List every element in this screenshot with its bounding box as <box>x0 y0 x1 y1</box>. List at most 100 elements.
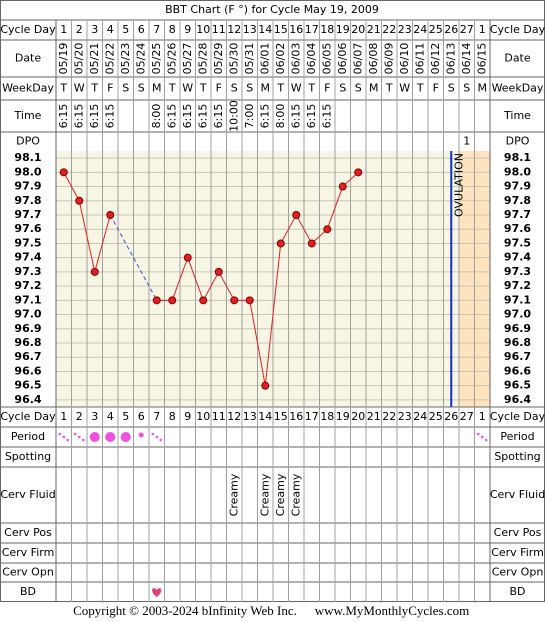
site: www.MyMonthlyCycles.com <box>315 603 469 618</box>
weekday: W <box>399 82 410 95</box>
y-tick-label: 97.6 <box>14 222 41 235</box>
weekday: F <box>216 82 222 95</box>
date: 06/07 <box>351 43 364 75</box>
y-tick-label: 96.8 <box>504 336 531 349</box>
date: 05/24 <box>134 43 147 75</box>
time: 6:15 <box>165 104 178 129</box>
cycle-day: 5 <box>122 410 129 423</box>
period-heavy <box>89 432 100 442</box>
date: 06/08 <box>367 43 380 75</box>
weekday: W <box>74 82 85 95</box>
temp-point <box>245 296 254 305</box>
row-label: WeekDay <box>492 82 544 95</box>
y-tick-label: 96.9 <box>504 322 531 335</box>
date: 06/10 <box>398 43 411 75</box>
cycle-day: 14 <box>258 23 272 36</box>
cycle-day: 24 <box>413 410 427 423</box>
cycle-day: 10 <box>196 410 210 423</box>
temp-point <box>230 296 239 305</box>
cycle-day: 25 <box>429 23 443 36</box>
date: 05/22 <box>103 43 116 75</box>
date: 06/14 <box>460 43 473 75</box>
time: 6:15 <box>57 104 70 129</box>
y-tick-label: 96.6 <box>14 364 41 377</box>
time: 7:00 <box>243 104 256 129</box>
cycle-day: 22 <box>382 410 396 423</box>
cycle-day: 2 <box>76 410 83 423</box>
temp-point <box>106 211 115 219</box>
period-light <box>159 438 163 442</box>
weekday: M <box>261 82 271 95</box>
date: 06/05 <box>320 43 333 75</box>
period-light <box>476 432 480 436</box>
cycle-day: 18 <box>320 410 334 423</box>
row-label: Cerv Fluid <box>0 488 55 501</box>
date: 05/26 <box>165 43 178 75</box>
period-light <box>62 435 66 439</box>
cycle-day: 19 <box>336 410 350 423</box>
date: 06/02 <box>274 43 287 75</box>
row-label: DPO <box>506 135 530 148</box>
y-tick-label: 97.9 <box>504 180 531 193</box>
cycle-day: 26 <box>444 410 458 423</box>
y-tick-label: 98.1 <box>14 151 41 164</box>
temp-point <box>152 296 161 305</box>
time: 6:15 <box>289 104 302 129</box>
date: 06/03 <box>289 43 302 75</box>
date: 06/11 <box>413 43 426 75</box>
row-label: Date <box>15 52 42 65</box>
date: 05/21 <box>88 43 101 75</box>
row-label: Time <box>503 109 531 122</box>
cervical-fluid: Creamy <box>274 473 287 516</box>
date: 06/13 <box>444 43 457 75</box>
cycle-day: 16 <box>289 410 303 423</box>
weekday: F <box>324 82 330 95</box>
y-tick-label: 96.6 <box>504 364 531 377</box>
row-label: Cycle Day <box>0 23 56 36</box>
row-label: Cerv Firm <box>491 546 544 559</box>
y-tick-label: 97.0 <box>14 308 41 321</box>
date: 06/01 <box>258 43 271 75</box>
cycle-day: 14 <box>258 410 272 423</box>
cervical-fluid: Creamy <box>227 473 240 516</box>
period-light <box>484 438 488 442</box>
cycle-day: 1 <box>60 23 67 36</box>
cycle-day: 12 <box>227 410 241 423</box>
row-label: Cerv Opn <box>492 566 544 579</box>
cycle-day: 26 <box>444 23 458 36</box>
cycle-day: 12 <box>227 23 241 36</box>
row-label: Cerv Firm <box>2 546 55 559</box>
time: 6:15 <box>72 104 85 129</box>
cycle-day: 16 <box>289 23 303 36</box>
y-tick-label: 96.5 <box>14 379 41 392</box>
temp-point <box>90 267 99 276</box>
y-tick-label: 97.5 <box>504 236 531 249</box>
weekday: S <box>246 82 253 95</box>
cycle-day: 18 <box>320 23 334 36</box>
date: 05/31 <box>243 43 256 75</box>
weekday: T <box>276 82 284 95</box>
weekday: T <box>199 82 207 95</box>
y-tick-label: 97.0 <box>504 308 531 321</box>
temp-point <box>276 239 285 248</box>
cycle-day: 7 <box>153 23 160 36</box>
y-tick-label: 97.9 <box>14 180 41 193</box>
gap-connector <box>109 214 158 301</box>
y-tick-label: 96.4 <box>504 393 531 406</box>
temp-point <box>168 296 177 305</box>
time: 8:00 <box>150 104 163 129</box>
cycle-day: 13 <box>243 410 257 423</box>
y-tick-label: 97.7 <box>14 208 41 221</box>
cycle-day: 20 <box>351 410 365 423</box>
date: 06/04 <box>305 43 318 75</box>
row-label: BD <box>20 585 36 598</box>
date: 06/12 <box>429 43 442 75</box>
date: 05/30 <box>227 43 240 75</box>
period-medium <box>138 432 144 438</box>
y-tick-label: 98.1 <box>504 151 531 164</box>
cycle-day: 1 <box>479 23 486 36</box>
row-label: Spotting <box>494 450 540 463</box>
cycle-day: 23 <box>398 23 412 36</box>
weekday: S <box>138 82 145 95</box>
cycle-day: 8 <box>169 410 176 423</box>
